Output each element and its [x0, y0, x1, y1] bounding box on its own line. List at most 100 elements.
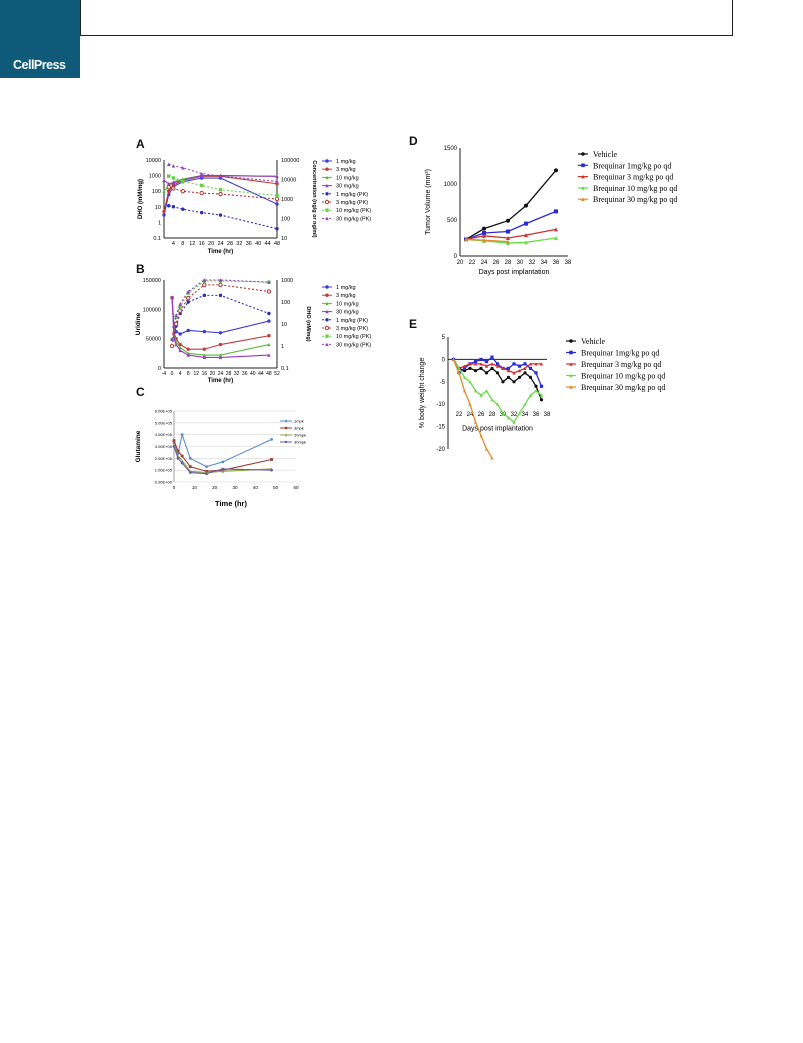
legend-label: Brequinar 1mg/kg po qd	[593, 161, 671, 170]
y-tick-label: 1000	[149, 174, 161, 180]
data-point	[169, 343, 175, 349]
series-line	[171, 297, 270, 356]
legend-label: 30 mg/kg	[336, 184, 359, 190]
x-tick-label: 20	[208, 241, 214, 247]
data-point	[528, 393, 533, 397]
legend-marker	[325, 318, 329, 322]
data-point	[275, 174, 279, 179]
legend-label: Brequinar 3 mg/kg po qd	[581, 360, 661, 369]
y-tick-label: 0.00E+00	[155, 480, 173, 485]
data-point	[167, 174, 171, 178]
x-tick-label: 32	[236, 241, 242, 247]
x-tick-label: 26	[493, 260, 500, 266]
y-axis-label: Glutamine	[135, 430, 142, 462]
data-point	[180, 454, 184, 458]
data-point	[484, 389, 489, 393]
x-tick-label: 22	[456, 412, 463, 418]
data-point	[490, 398, 494, 402]
panel-label-b: B	[136, 262, 145, 276]
y-tick-label: 100	[152, 189, 161, 195]
data-point	[484, 447, 489, 451]
data-point	[267, 319, 271, 323]
data-point	[468, 366, 472, 370]
series-line	[171, 297, 270, 350]
x-tick-label: 40	[253, 485, 259, 490]
y-tick-label: 10000	[146, 158, 161, 164]
chart-e: 5 0 -5 -10 -15 -20 22 24 26 28 30 32 34 36 38 Days post…	[419, 335, 665, 460]
y-tick-label: 500	[447, 218, 458, 224]
x-axis-label: Time (hr)	[215, 499, 247, 508]
x-tick-label: 36	[533, 412, 540, 418]
data-point	[534, 371, 538, 375]
data-point	[180, 189, 186, 194]
x-tick-label: 28	[505, 260, 512, 266]
data-point	[501, 411, 505, 415]
x-tick-label: 44	[265, 241, 271, 247]
data-point	[172, 439, 176, 442]
data-point	[186, 347, 190, 351]
series-line	[465, 169, 557, 240]
x-tick-label: 36	[553, 260, 560, 266]
series-line	[465, 210, 557, 241]
data-point	[186, 300, 190, 304]
data-point	[479, 433, 483, 438]
y-tick-label: 0	[442, 357, 446, 363]
data-point	[457, 371, 461, 375]
data-point	[554, 168, 558, 173]
legend-marker	[581, 152, 585, 156]
y2-axis-label: DHO (nM/mg)	[305, 306, 311, 341]
y2-tick-label: 10000	[281, 178, 296, 184]
data-point	[523, 366, 527, 370]
data-point	[176, 456, 180, 460]
legend-label: 10 mg/kg (PK)	[336, 208, 371, 214]
data-point	[218, 187, 223, 192]
data-point	[176, 449, 180, 453]
data-point	[512, 362, 516, 366]
x-tick-label: 40	[255, 241, 261, 247]
data-point	[490, 366, 494, 370]
x-tick-label: 10	[192, 485, 198, 490]
data-point	[479, 393, 483, 397]
data-point	[457, 366, 461, 370]
data-point	[171, 205, 176, 209]
data-point	[479, 357, 483, 361]
data-point	[186, 291, 190, 295]
y-tick-label: 0.1	[153, 236, 161, 242]
x-tick-label: 30	[232, 485, 238, 490]
data-point	[172, 442, 176, 446]
data-point	[218, 342, 223, 347]
legend-marker	[325, 285, 329, 289]
legend-label: 10 mg/kg (PK)	[336, 334, 371, 340]
legend-marker	[581, 197, 585, 201]
data-point	[202, 347, 207, 351]
data-point	[186, 289, 190, 294]
data-point	[266, 289, 272, 294]
legend-marker	[284, 433, 288, 437]
data-point	[495, 402, 500, 406]
data-point	[166, 185, 171, 190]
x-axis-label: Days post implantation	[479, 269, 550, 276]
data-point	[181, 166, 185, 170]
y2-tick-label: 100	[281, 300, 290, 306]
data-point	[534, 389, 538, 393]
y-tick-label: 4.00E+05	[155, 432, 173, 437]
data-point	[451, 357, 456, 361]
data-point	[267, 342, 271, 347]
x-tick-label: 4	[172, 241, 175, 247]
legend-marker	[325, 183, 329, 188]
y-tick-label: 50000	[146, 337, 161, 343]
legend-marker	[569, 373, 573, 378]
y-tick-label: 10	[155, 205, 161, 211]
data-point	[495, 362, 500, 366]
y-tick-label: 100000	[143, 307, 161, 313]
legend-marker	[325, 167, 329, 171]
legend-label: Brequinar 1mg/kg po qd	[581, 349, 659, 358]
legend-label: 3mpk	[294, 426, 304, 431]
data-point	[517, 364, 522, 368]
legend-marker	[569, 362, 573, 366]
data-point	[275, 202, 279, 206]
journal-header: CellPress	[0, 0, 803, 78]
x-tick-label: 26	[478, 412, 485, 418]
x-tick-label: 48	[266, 371, 272, 377]
legend-label: 10mpk	[294, 433, 306, 438]
